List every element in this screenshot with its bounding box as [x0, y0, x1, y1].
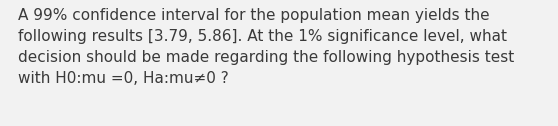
Text: A 99% confidence interval for the population mean yields the
following results [: A 99% confidence interval for the popula… — [18, 8, 514, 86]
